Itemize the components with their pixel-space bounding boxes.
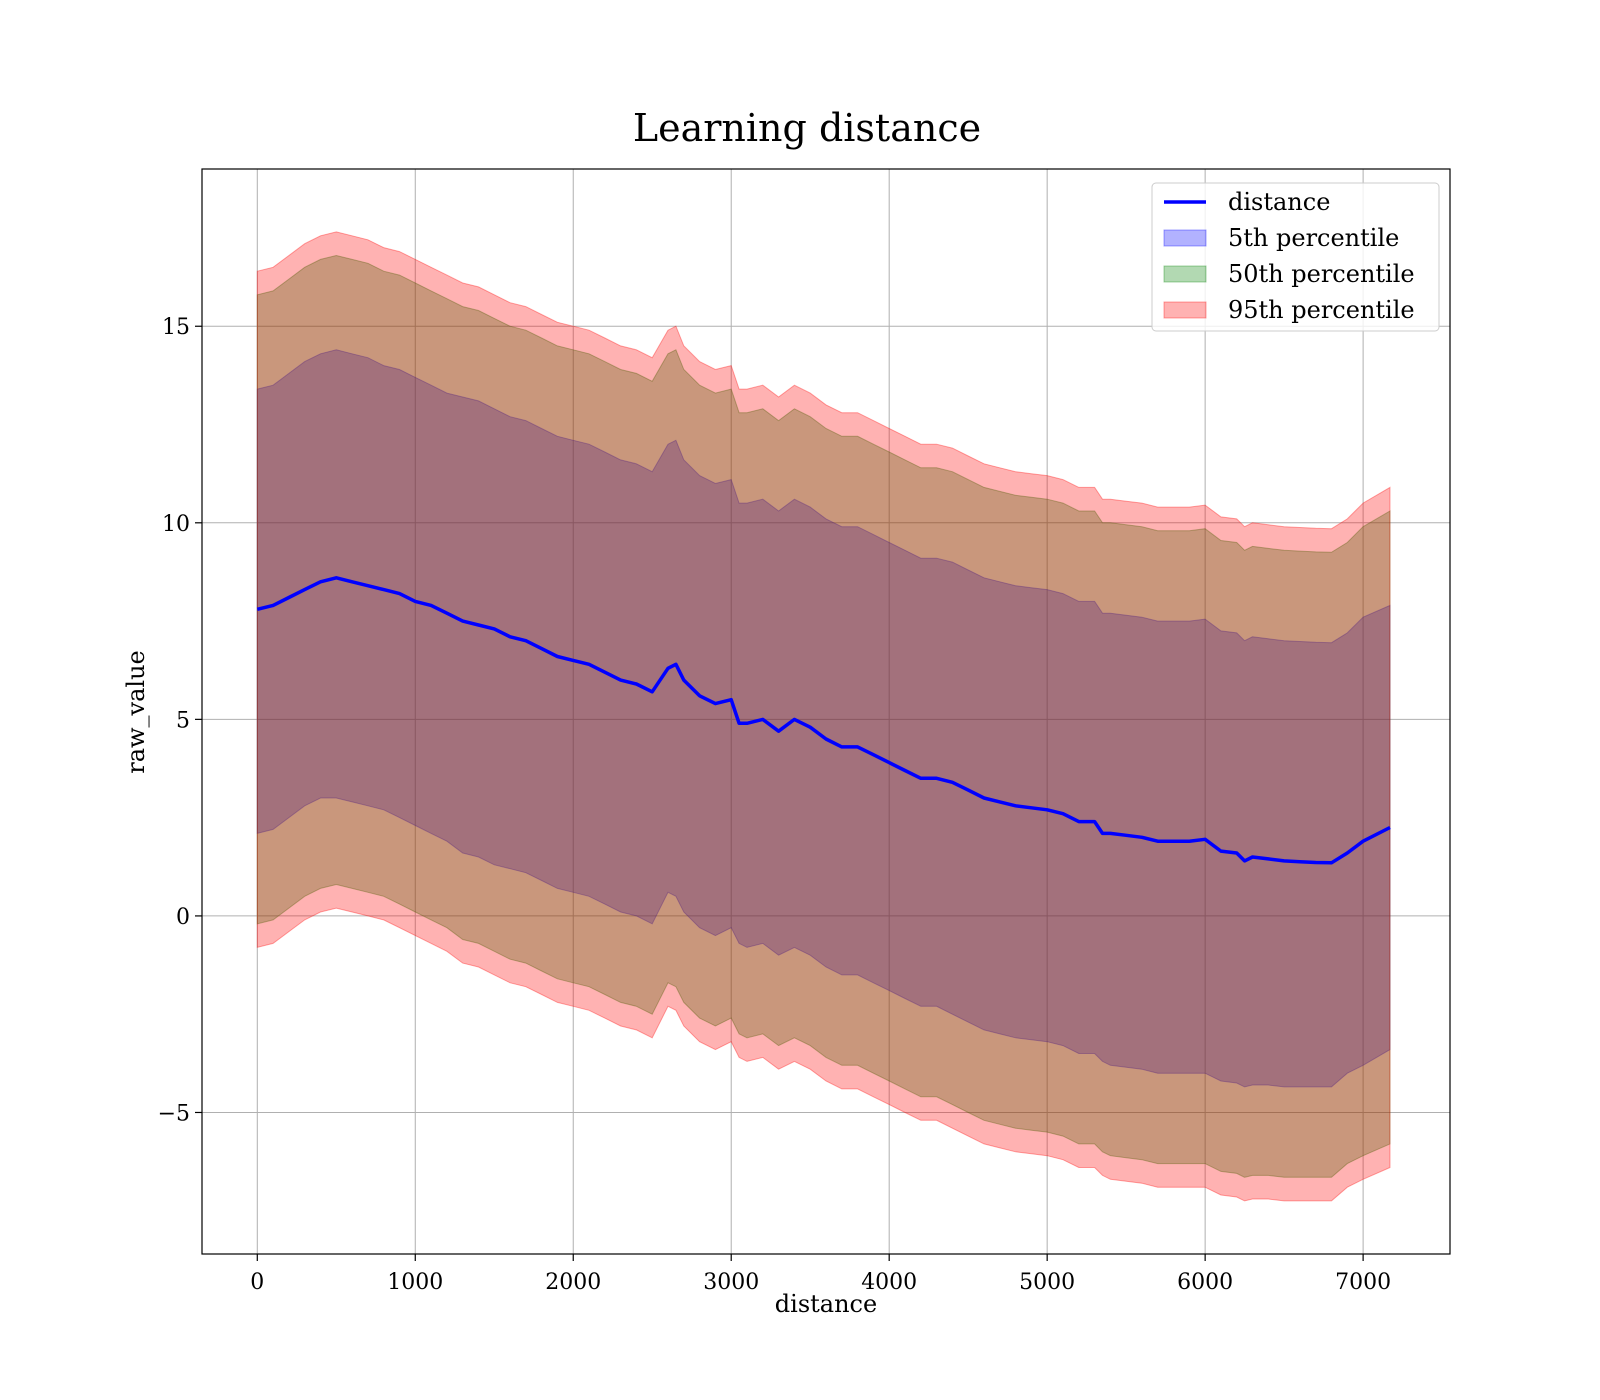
y-axis-label: raw_value	[122, 650, 150, 774]
x-tick-label: 4000	[861, 1270, 917, 1295]
line-distance	[256, 576, 1391, 865]
y-tick-label: 0	[176, 905, 190, 930]
x-tick-label: 1000	[387, 1270, 443, 1295]
x-tick-label: 6000	[1177, 1270, 1233, 1295]
legend-label-50th-percentile: 50th percentile	[1228, 260, 1415, 288]
y-axis: −5 0 5 10 15	[158, 315, 202, 1126]
legend-label-5th-percentile: 5th percentile	[1228, 224, 1399, 252]
y-tick-label: 5	[176, 708, 190, 733]
x-tick-label: 3000	[703, 1270, 759, 1295]
x-tick-label: 5000	[1019, 1270, 1075, 1295]
legend-label-distance: distance	[1228, 188, 1330, 216]
y-tick-label: −5	[158, 1101, 190, 1126]
legend-swatch-50th-percentile	[1163, 265, 1207, 283]
x-axis-label: distance	[775, 1290, 877, 1318]
legend-box	[1151, 182, 1440, 332]
plot-frame	[201, 168, 1451, 1255]
x-tick-label: 0	[250, 1270, 264, 1295]
band-95th-percentile	[256, 231, 1391, 1202]
y-tick-label: 15	[162, 315, 190, 340]
y-tick-label: 10	[162, 512, 190, 537]
legend-swatch-5th-percentile	[1163, 229, 1207, 247]
legend-swatch-95th-percentile	[1163, 301, 1207, 319]
x-tick-label: 7000	[1335, 1270, 1391, 1295]
x-tick-label: 2000	[545, 1270, 601, 1295]
x-axis: 0 1000 2000 3000 4000 5000 6000 7000	[250, 1254, 1391, 1295]
bands	[256, 231, 1391, 1202]
chart-title: Learning distance	[633, 106, 981, 150]
legend: distance 5th percentile 50th percentile 95t…	[1151, 182, 1440, 332]
band-50th-percentile	[256, 254, 1391, 1178]
legend-label-95th-percentile: 95th percentile	[1228, 296, 1415, 324]
lines	[256, 576, 1391, 865]
band-5th-percentile	[256, 349, 1391, 1088]
